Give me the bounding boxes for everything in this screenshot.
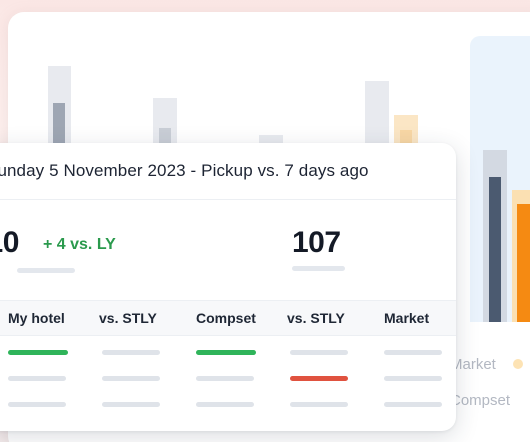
column-header-vs-stly-compset: vs. STLY: [287, 310, 345, 326]
column-header-vs-stly: vs. STLY: [99, 310, 157, 326]
table-cell-indicator: [8, 350, 68, 355]
kpi-my-hotel-value: 110: [0, 226, 19, 259]
kpi-compset-placeholder: [292, 266, 345, 271]
table-cell-indicator: [290, 402, 348, 407]
table-cell-indicator: [102, 350, 160, 355]
table-cell-indicator: [8, 402, 66, 407]
background-bar: [489, 177, 501, 323]
table-header: My hotel vs. STLY Compset vs. STLY Marke…: [0, 300, 456, 336]
table-cell-indicator: [196, 350, 256, 355]
legend-label-market: Market: [450, 356, 496, 373]
legend-dot-icon: [513, 359, 523, 369]
table-cell-indicator: [384, 402, 442, 407]
table-cell-indicator: [290, 350, 348, 355]
background-bar: [517, 204, 530, 322]
legend-label-compset: Compset: [450, 392, 511, 409]
table-cell-indicator: [384, 350, 442, 355]
kpi-my-hotel-placeholder: [17, 268, 75, 273]
popup-title: Sunday 5 November 2023 - Pickup vs. 7 da…: [0, 161, 369, 180]
popup-header: Sunday 5 November 2023 - Pickup vs. 7 da…: [0, 143, 456, 200]
table-cell-indicator: [196, 402, 254, 407]
table-cell-indicator: [8, 376, 66, 381]
column-header-compset: Compset: [196, 310, 256, 326]
column-header-my-hotel: My hotel: [8, 310, 65, 326]
table-cell-indicator: [290, 376, 348, 381]
kpi-my-hotel-delta: + 4 vs. LY: [43, 236, 116, 253]
table-cell-indicator: [102, 376, 160, 381]
table-cell-indicator: [102, 402, 160, 407]
pickup-popup-card: Sunday 5 November 2023 - Pickup vs. 7 da…: [0, 143, 456, 431]
table-cell-indicator: [196, 376, 254, 381]
kpi-compset-value: 107: [292, 226, 341, 259]
table-cell-indicator: [384, 376, 442, 381]
column-header-market: Market: [384, 310, 430, 326]
